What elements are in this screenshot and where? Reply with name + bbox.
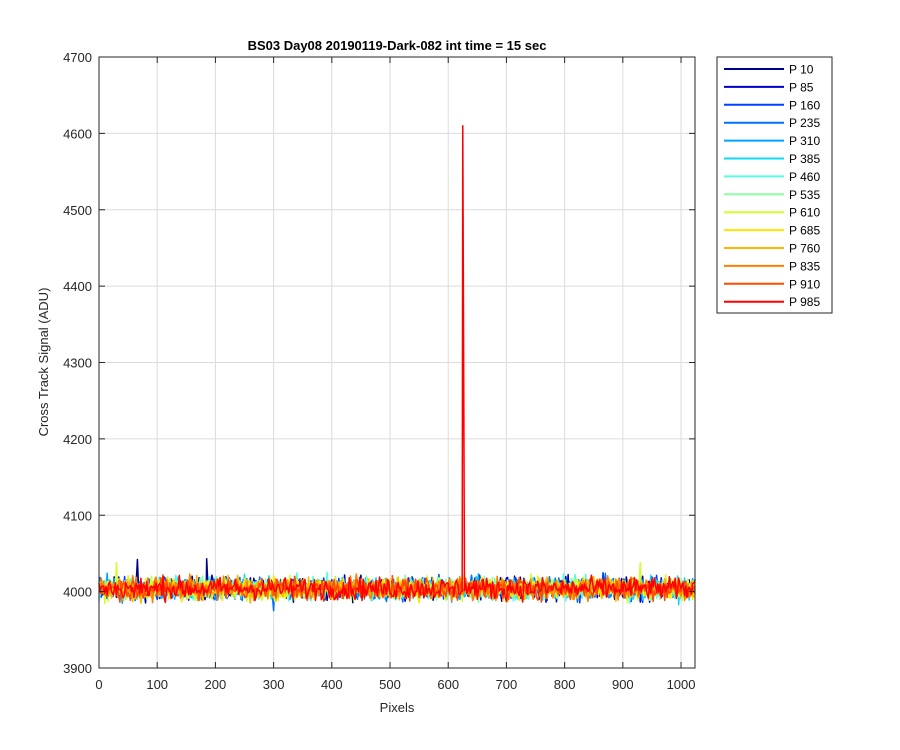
x-tick-label: 1000 [667,677,696,692]
y-tick-label: 3900 [63,661,92,676]
y-tick-label: 4400 [63,279,92,294]
y-axis-label: Cross Track Signal (ADU) [36,288,51,437]
x-tick-label: 700 [496,677,518,692]
y-tick-label: 4200 [63,432,92,447]
x-tick-label: 600 [437,677,459,692]
ticks: 0 100 200 300 400 500 600 700 800 900 1000 3900 4000… [63,50,695,692]
legend-label: P 910 [789,277,820,291]
legend-label: P 760 [789,242,820,256]
y-tick-label: 4000 [63,585,92,600]
x-tick-label: 400 [321,677,343,692]
legend: P 10 P 85 P 160 P 235 P 310 P 385 P 460 P 535 P … [716,56,833,314]
legend-label: P 535 [789,188,820,202]
legend-label: P 610 [789,206,820,220]
legend-label: P 85 [789,80,814,94]
grid [99,57,695,668]
y-tick-label: 4100 [63,508,92,523]
legend-label: P 385 [789,152,820,166]
series-lines [98,124,696,612]
series-line-p-985 [98,124,696,604]
y-tick-label: 4600 [63,126,92,141]
x-tick-label: 100 [146,677,168,692]
chart-title: BS03 Day08 20190119-Dark-082 int time = … [248,38,547,53]
legend-label: P 460 [789,170,820,184]
legend-label: P 310 [789,134,820,148]
legend-label: P 835 [789,259,820,273]
y-tick-label: 4500 [63,203,92,218]
plot-area: 0 100 200 300 400 500 600 700 800 900 1000 3900 4000… [63,50,696,692]
x-tick-label: 900 [612,677,634,692]
x-axis-label: Pixels [380,700,415,715]
legend-label: P 985 [789,295,820,309]
y-tick-label: 4700 [63,50,92,65]
x-tick-label: 0 [95,677,102,692]
x-tick-label: 500 [379,677,401,692]
legend-label: P 235 [789,116,820,130]
x-tick-label: 800 [554,677,576,692]
legend-label: P 685 [789,224,820,238]
legend-label: P 10 [789,63,814,77]
legend-box [716,56,833,314]
y-tick-label: 4300 [63,356,92,371]
legend-label: P 160 [789,98,820,112]
x-tick-label: 300 [263,677,285,692]
x-tick-label: 200 [205,677,227,692]
